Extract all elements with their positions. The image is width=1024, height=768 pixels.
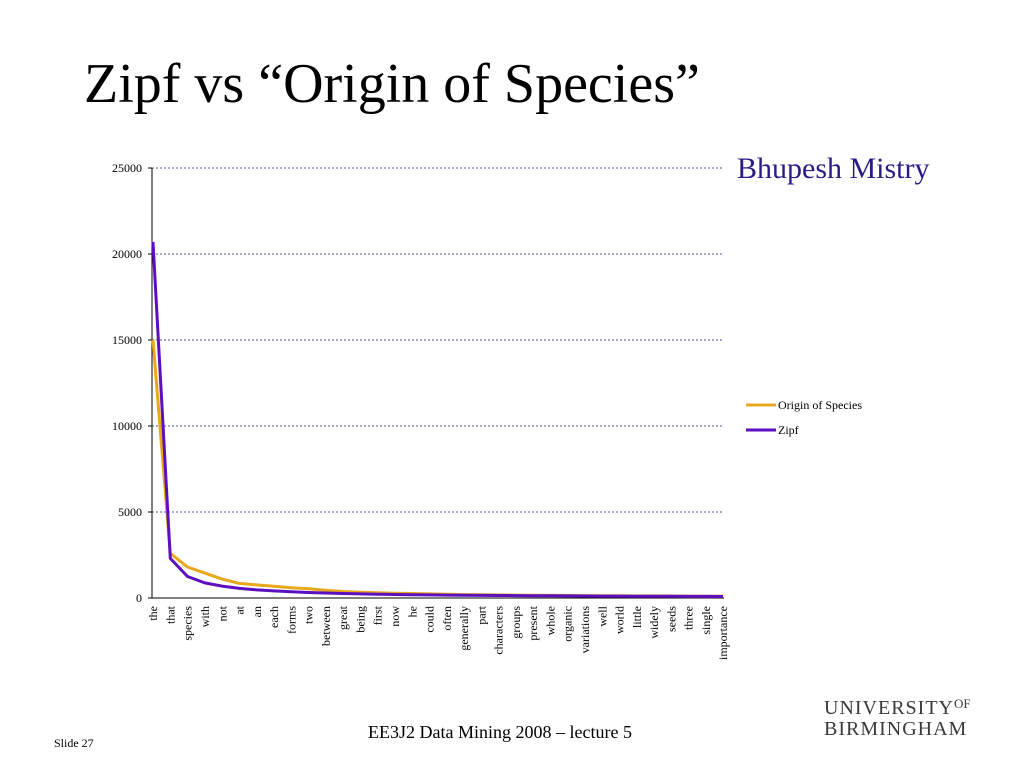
x-tick-label: species [181, 606, 195, 641]
x-tick-label: two [302, 606, 316, 624]
x-tick-label: at [233, 605, 247, 614]
x-tick-label: often [440, 606, 454, 631]
x-tick-label: well [595, 605, 609, 626]
x-tick-label: forms [284, 606, 298, 634]
slide-number: Slide 27 [54, 736, 94, 750]
y-tick-label: 5000 [118, 505, 142, 519]
author-name: Bhupesh Mistry [737, 152, 930, 185]
x-tick-label: an [250, 606, 264, 617]
x-tick-label: not [215, 605, 229, 621]
x-tick-label: little [630, 606, 644, 628]
x-tick-label: great [336, 605, 350, 630]
logo-line2: BIRMINGHAM [824, 718, 968, 740]
x-tick-label: first [371, 605, 385, 625]
x-tick-label: characters [492, 606, 506, 655]
x-tick-label: he [405, 606, 419, 617]
logo-of: OF [954, 696, 971, 711]
x-tick-label: with [198, 606, 212, 627]
x-tick-label: organic [561, 606, 575, 642]
chart-gridlines [152, 167, 724, 513]
x-tick-label: part [474, 605, 488, 624]
slide-title: Zipf vs “Origin of Species” [84, 53, 700, 115]
x-tick-label: now [388, 606, 402, 627]
y-tick-label: 10000 [112, 419, 142, 433]
x-axis: the that species with not at an each forms two bet… [146, 597, 730, 660]
footer-course: EE3J2 Data Mining 2008 – lecture 5 [368, 722, 632, 742]
x-tick-label: three [682, 606, 696, 630]
x-tick-label: being [353, 606, 367, 633]
x-tick-label: each [267, 606, 281, 628]
university-logo: UNIVERSITYOF BIRMINGHAM [824, 696, 971, 740]
x-tick-label: present [526, 605, 540, 640]
x-tick-label: between [319, 606, 333, 646]
chart: 0 5000 10000 15000 20000 25000 the that species… [112, 161, 862, 660]
y-tick-label: 20000 [112, 247, 142, 261]
x-tick-label: world [613, 606, 627, 634]
y-tick-label: 0 [136, 591, 142, 605]
x-tick-label: that [163, 605, 177, 624]
logo-line1: UNIVERSITY [824, 697, 954, 719]
x-tick-label: variations [578, 606, 592, 654]
x-tick-label: groups [509, 606, 523, 639]
x-tick-label: whole [543, 606, 557, 635]
x-tick-label: could [423, 606, 437, 633]
y-tick-label: 25000 [112, 161, 142, 175]
legend-label: Zipf [778, 423, 799, 437]
x-tick-label: single [699, 606, 713, 635]
y-axis: 0 5000 10000 15000 20000 25000 [112, 161, 153, 605]
series-line-origin-of-species [151, 339, 724, 598]
x-tick-label: seeds [664, 606, 678, 632]
y-tick-label: 15000 [112, 333, 142, 347]
series-layer [151, 241, 724, 598]
x-tick-label: widely [647, 606, 661, 639]
x-tick-label: generally [457, 606, 471, 651]
chart-legend: Origin of Species Zipf [746, 398, 862, 437]
series-line-zipf [151, 241, 724, 598]
x-tick-label: the [146, 606, 160, 621]
x-tick-label: importance [716, 606, 730, 660]
legend-label: Origin of Species [778, 398, 862, 412]
